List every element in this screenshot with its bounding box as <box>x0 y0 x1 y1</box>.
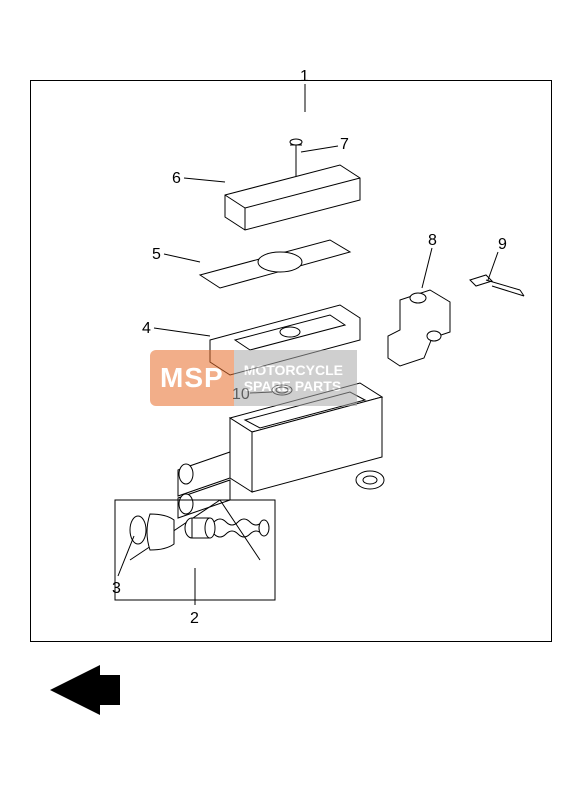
watermark-line1: MOTORCYCLE <box>244 362 343 378</box>
leader-4 <box>154 328 210 336</box>
part-cap <box>225 165 360 230</box>
leader-7 <box>301 146 338 152</box>
callout-4: 4 <box>142 320 151 338</box>
callout-5: 5 <box>152 246 161 264</box>
callout-2: 2 <box>190 610 199 628</box>
part-diaphragm-plate <box>200 240 350 288</box>
callout-8: 8 <box>428 232 437 250</box>
callout-3: 3 <box>112 580 121 598</box>
leader-8 <box>422 248 432 288</box>
callout-6: 6 <box>172 170 181 188</box>
part-piston-spring <box>185 518 269 538</box>
watermark-tagline: MOTORCYCLE SPARE PARTS <box>234 350 357 406</box>
direction-arrow <box>50 665 120 715</box>
watermark-logo-text: MSP <box>150 350 234 406</box>
callout-9: 9 <box>498 236 507 254</box>
leader-3 <box>118 536 134 576</box>
callout-1: 1 <box>300 68 309 86</box>
watermark-line2: SPARE PARTS <box>244 378 343 394</box>
watermark-badge: MSP MOTORCYCLE SPARE PARTS <box>150 350 440 406</box>
part-circlip <box>130 514 174 550</box>
part-bolt <box>470 275 524 296</box>
leader-5 <box>164 254 200 262</box>
leader-6 <box>184 178 225 182</box>
callout-7: 7 <box>340 136 349 154</box>
leader-9 <box>488 252 498 280</box>
diagram-canvas: 17658941032 MSP MOTORCYCLE SPARE PARTS <box>0 0 584 800</box>
